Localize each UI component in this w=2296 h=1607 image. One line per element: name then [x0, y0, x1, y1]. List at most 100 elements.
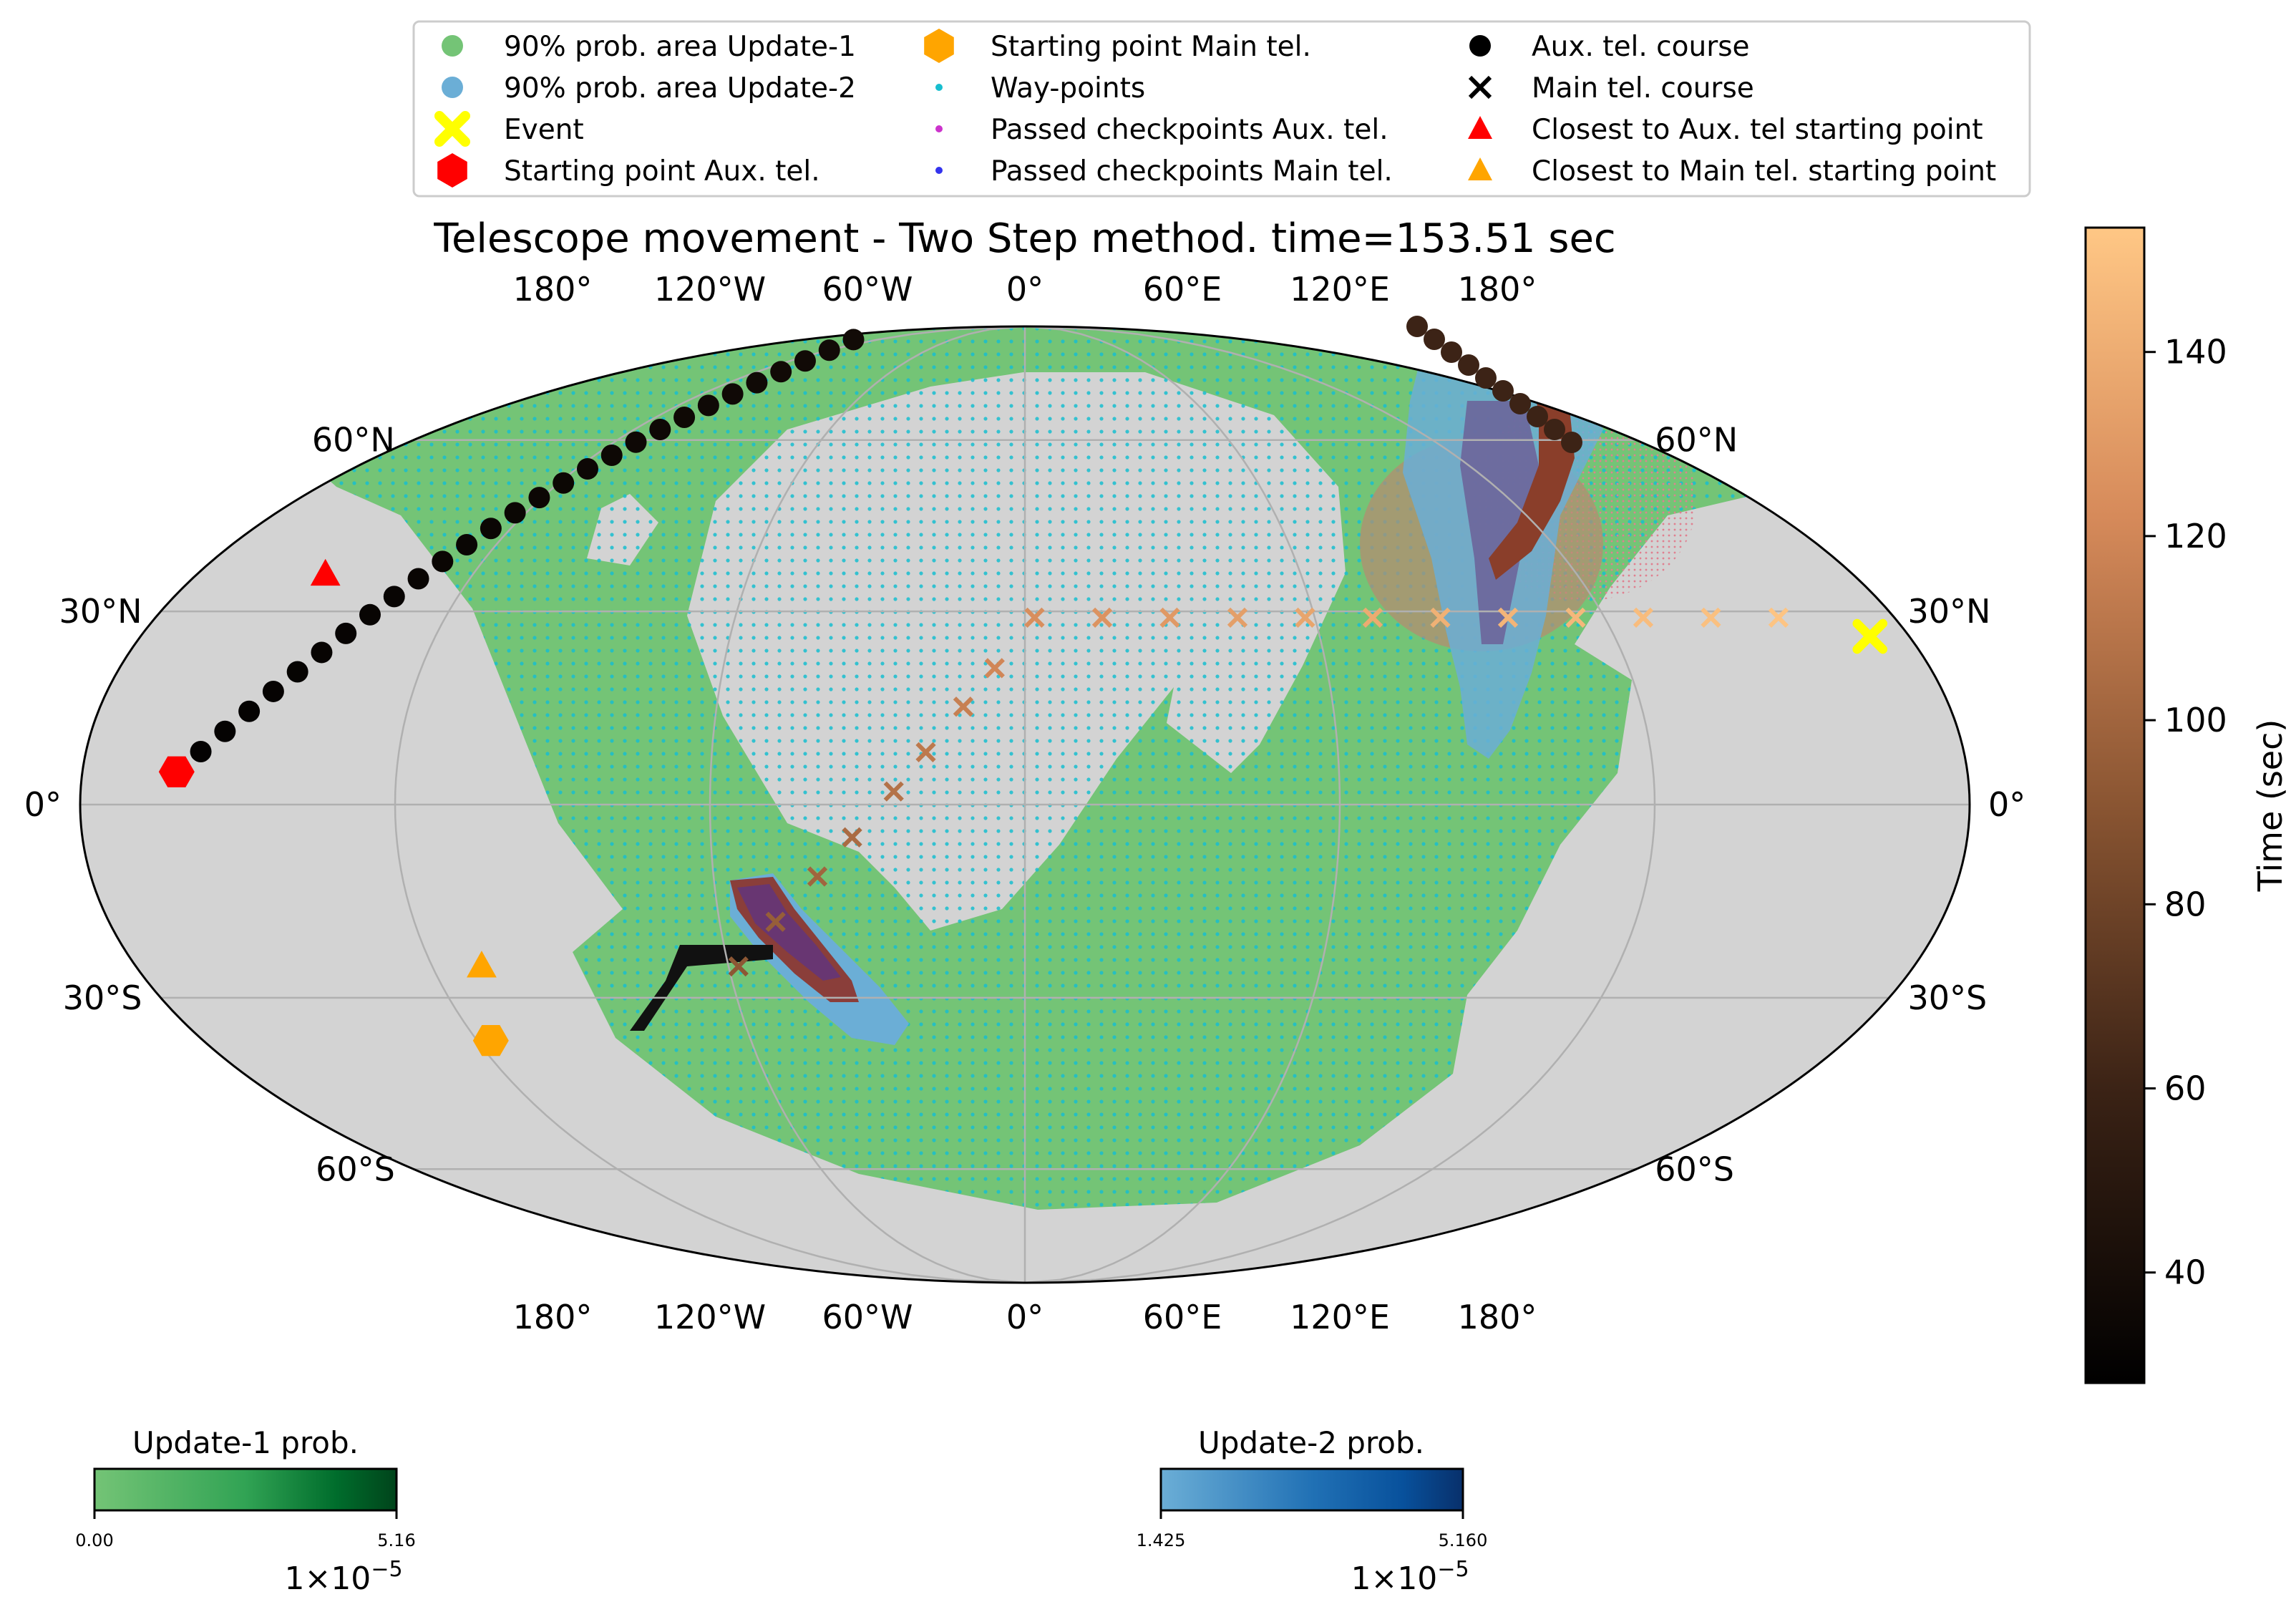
aux-course-point: [697, 394, 719, 417]
update2-scale-label: 1×10−5: [1351, 1557, 1469, 1597]
legend: 90% prob. area Update-1 90% prob. area Up…: [412, 20, 2031, 198]
aux-course-point: [770, 361, 792, 383]
aux-course-point: [480, 518, 502, 540]
main-start-marker: [472, 1025, 509, 1057]
lon-tick-bottom: 60°E: [1143, 1298, 1222, 1336]
lat-tick-right: 60°N: [1655, 421, 1738, 460]
legend-label: 90% prob. area Update-2: [504, 72, 856, 105]
lat-tick-left: 60°N: [312, 421, 395, 460]
lon-tick-top: 180°: [1458, 270, 1537, 309]
aux-course-point: [649, 419, 671, 441]
lat-tick-right: 30°S: [1907, 979, 1987, 1017]
aux-course-point: [528, 487, 550, 509]
legend-item: Aux. tel. course: [1469, 31, 1750, 63]
update1-scale-label: 1×10−5: [284, 1557, 402, 1597]
aux-course-point: [1561, 432, 1582, 453]
legend-marker: [924, 29, 954, 63]
aux-course-point: [1424, 329, 1445, 350]
main-telescope-path-lower: [630, 945, 773, 1031]
aux-course-point: [1527, 406, 1548, 427]
main-course-marker: [1227, 607, 1248, 628]
main-course-marker: [1768, 607, 1789, 628]
time-colorbar: 40 60 80 100 120 140 Time (sec): [2084, 226, 2290, 1384]
meridian-line: [709, 326, 1026, 1283]
main-course-marker: [1430, 607, 1451, 628]
aux-course-point: [407, 568, 429, 590]
update2-colorbar: Update-2 prob. 1.425 5.160 1×10−5: [1137, 1425, 1488, 1597]
meridian-line: [394, 326, 1026, 1283]
time-tick-label: 100: [2164, 701, 2227, 739]
lon-tick-top: 120°W: [654, 270, 766, 309]
main-course-marker: [765, 911, 786, 932]
aux-course-point: [818, 339, 840, 361]
main-course-marker: [842, 827, 862, 848]
aux-course-point: [600, 445, 623, 467]
aux-course-point: [673, 406, 696, 428]
aux-course-point: [1509, 393, 1531, 414]
aux-course-point: [432, 550, 454, 573]
legend-item: Starting point Aux. tel.: [437, 153, 820, 188]
aux-course-point: [311, 641, 333, 664]
lon-tick-bottom: 0°: [1006, 1298, 1044, 1336]
aux-course-point: [1458, 354, 1479, 376]
aux-course-point: [1441, 341, 1462, 363]
legend-label: 90% prob. area Update-1: [504, 31, 856, 63]
main-course-marker: [1159, 607, 1180, 628]
aux-course-point: [359, 603, 381, 626]
main-course-marker: [1701, 607, 1721, 628]
special-markers: [158, 558, 1888, 1057]
legend-marker: [935, 84, 943, 91]
time-tick-label: 60: [2164, 1069, 2207, 1107]
map-outline: [79, 325, 1971, 1284]
legend-item: 90% prob. area Update-2: [442, 72, 856, 105]
main-course-marker: [1362, 607, 1383, 628]
time-colorbar-label: Time (sec): [2251, 719, 2290, 893]
tick-labels: 180° 180° 120°W 120°W 60°W 60°W 0° 0° 60°E 60°E 12…: [24, 270, 2026, 1336]
lon-tick-top: 60°E: [1143, 270, 1222, 309]
legend-marker: [1468, 157, 1492, 180]
main-course-marker: [1565, 607, 1586, 628]
legend-label: Main tel. course: [1532, 72, 1754, 105]
aux-course-point: [504, 502, 526, 524]
main-course-marker: [807, 866, 828, 887]
update1-max-label: 5.16: [377, 1530, 415, 1550]
lon-tick-top: 120°E: [1290, 270, 1390, 309]
main-course-marker: [1024, 607, 1045, 628]
legend-item: Way-points: [935, 72, 1145, 105]
time-tick-label: 40: [2164, 1253, 2207, 1292]
aux-course-point: [335, 622, 357, 644]
lon-tick-top: 60°W: [822, 270, 913, 309]
legend-item: Passed checkpoints Aux. tel.: [935, 114, 1388, 146]
legend-label: Closest to Main tel. starting point: [1532, 155, 1996, 188]
aux-course-point: [794, 350, 816, 372]
main-course-marker: [1091, 607, 1113, 628]
aux-course-point: [383, 586, 405, 608]
aux-course-point: [238, 700, 261, 722]
lat-tick-right: 30°N: [1907, 592, 1990, 631]
graticule: [80, 326, 1970, 1283]
map-layers: [80, 326, 1970, 1283]
legend-item: Event: [434, 111, 584, 147]
time-tick-label: 120: [2164, 517, 2227, 555]
lat-tick-left: 30°S: [63, 979, 142, 1017]
main-course-marker: [953, 696, 973, 717]
chart-title: Telescope movement - Two Step method. ti…: [433, 215, 1615, 262]
lon-tick-top: 180°: [513, 270, 593, 309]
aux-course-point: [1406, 316, 1428, 337]
passed-checkpoints-lower-overlay: [737, 884, 841, 981]
aux-course-point: [721, 383, 744, 405]
legend-item: Closest to Aux. tel starting point: [1468, 114, 1983, 146]
main-course-marker: [728, 956, 749, 977]
aux-course-point: [553, 472, 575, 494]
lat-tick-left: 60°S: [316, 1150, 395, 1188]
aux-course-point: [190, 740, 212, 762]
update2-core-upper: [1460, 401, 1539, 644]
legend-label: Event: [504, 114, 584, 146]
legend-item: 90% prob. area Update-1: [442, 31, 856, 63]
legend-item: Starting point Main tel.: [924, 29, 1311, 63]
update2-colorbar-bar: [1159, 1467, 1464, 1512]
legend-marker: [935, 167, 943, 174]
legend-label: Starting point Aux. tel.: [504, 155, 820, 188]
main-course-marker: [883, 781, 904, 802]
time-colorbar-bar: [2084, 226, 2146, 1384]
